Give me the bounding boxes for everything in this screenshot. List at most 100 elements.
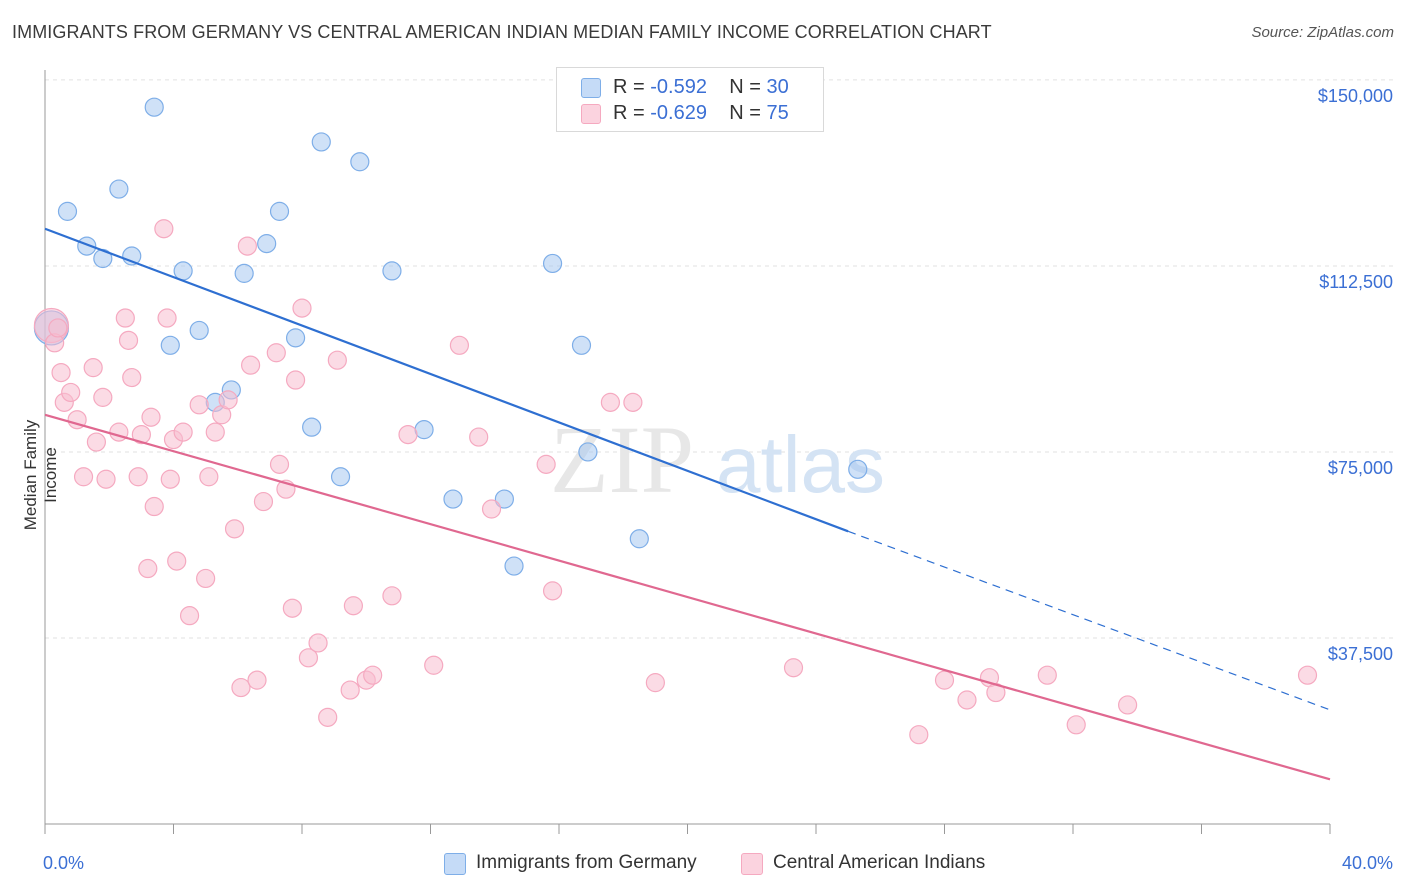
cai-point: [1118, 695, 1138, 715]
legend-n-value: 30: [766, 76, 789, 98]
cai-point: [269, 454, 290, 474]
cai-point: [1066, 715, 1086, 735]
y-tick-label: $112,500: [1319, 272, 1393, 292]
cai-point: [83, 358, 103, 378]
cai-point: [449, 335, 470, 355]
cai-point: [154, 219, 174, 239]
germany-point: [109, 179, 129, 199]
cai-point: [167, 551, 187, 571]
cai-point: [224, 519, 245, 539]
cai-point: [118, 330, 139, 350]
germany-point: [189, 320, 209, 341]
cai-point: [160, 469, 180, 489]
cai-point: [382, 586, 402, 606]
series-central-american-indians-points: [33, 219, 1318, 745]
cai-point: [138, 558, 158, 579]
germany-point: [848, 459, 868, 479]
trend-line-germany-extension: [847, 530, 1331, 711]
axes: [44, 70, 1331, 834]
cai-point: [199, 467, 219, 487]
cai-point: [282, 598, 302, 618]
cai-point: [51, 362, 71, 383]
legend-n-value: 75: [766, 102, 789, 124]
cai-point: [783, 658, 804, 678]
cai-point: [86, 432, 107, 452]
germany-point: [285, 328, 306, 348]
cai-point: [218, 390, 238, 410]
germany-point: [311, 132, 331, 152]
cai-point: [73, 467, 94, 487]
legend-r-label: R =: [613, 76, 645, 98]
cai-point: [241, 355, 261, 375]
cai-point: [292, 298, 312, 318]
cai-point: [237, 236, 257, 256]
germany-point: [629, 529, 649, 549]
watermark: ZIP atlas: [550, 406, 885, 513]
cai-point: [96, 469, 116, 489]
cai-point: [285, 370, 306, 390]
cai-point: [600, 392, 621, 412]
cai-point: [115, 308, 135, 328]
cai-point: [934, 670, 955, 690]
cai-point: [122, 367, 142, 388]
cai-point: [93, 387, 113, 407]
cai-point: [173, 422, 193, 442]
cai-point: [327, 350, 347, 370]
legend-label-germany: R = -0.592 N = 30: [613, 76, 789, 99]
cai-point: [189, 395, 209, 415]
cai-point: [231, 677, 251, 698]
germany-point: [330, 467, 351, 487]
cai-point: [542, 581, 563, 601]
cai-point: [157, 308, 177, 328]
cai-point: [253, 491, 274, 512]
germany-point: [504, 556, 524, 576]
cai-point: [645, 673, 665, 693]
cai-point: [144, 496, 164, 517]
legend-swatch-cai: [581, 104, 601, 124]
germany-point: [443, 489, 463, 509]
chart-title: IMMIGRANTS FROM GERMANY VS CENTRAL AMERI…: [12, 22, 992, 42]
cai-point: [340, 680, 360, 700]
cai-point: [481, 499, 502, 519]
germany-point: [414, 420, 434, 440]
germany-point: [350, 152, 370, 172]
cai-point: [398, 424, 418, 445]
cai-point: [318, 707, 338, 727]
germany-point: [173, 261, 193, 281]
x-tick-label-min: 0.0%: [43, 853, 84, 873]
cai-point: [179, 606, 200, 626]
cai-point: [205, 422, 225, 442]
watermark-zip: ZIP: [550, 406, 694, 513]
cai-point: [909, 725, 929, 745]
cai-point: [1297, 665, 1318, 685]
trend-line-germany: [44, 227, 849, 533]
trend-line-cai: [44, 413, 1331, 781]
germany-point: [578, 442, 598, 462]
bottom-legend-label-germany: Immigrants from Germany: [476, 852, 697, 873]
bottom-legend-swatch-cai: [741, 853, 763, 875]
chart-source: Source: ZipAtlas.com: [1251, 24, 1394, 41]
germany-point: [542, 253, 563, 274]
germany-point: [257, 234, 277, 254]
germany-point: [160, 335, 180, 355]
cai-point: [196, 568, 216, 589]
cai-point: [48, 318, 68, 338]
cai-point: [308, 633, 328, 653]
cai-point: [61, 382, 81, 403]
legend-r-label: R =: [613, 102, 645, 124]
legend-n-label: N =: [729, 76, 761, 98]
cai-point: [363, 665, 383, 685]
germany-point: [269, 201, 290, 221]
cai-point: [131, 424, 151, 445]
bottom-legend-swatch-germany: [444, 853, 466, 875]
legend-swatch-germany: [581, 78, 601, 98]
germany-point: [57, 201, 78, 221]
legend-r-value: -0.592: [650, 76, 707, 98]
germany-point: [144, 97, 164, 117]
y-tick-label: $37,500: [1328, 644, 1393, 664]
tick-labels: $37,500 $75,000 $112,500 $150,000 0.0% 40.0%: [43, 86, 1393, 873]
cai-point: [266, 343, 286, 363]
germany-point: [571, 335, 592, 355]
cai-point: [343, 596, 363, 616]
